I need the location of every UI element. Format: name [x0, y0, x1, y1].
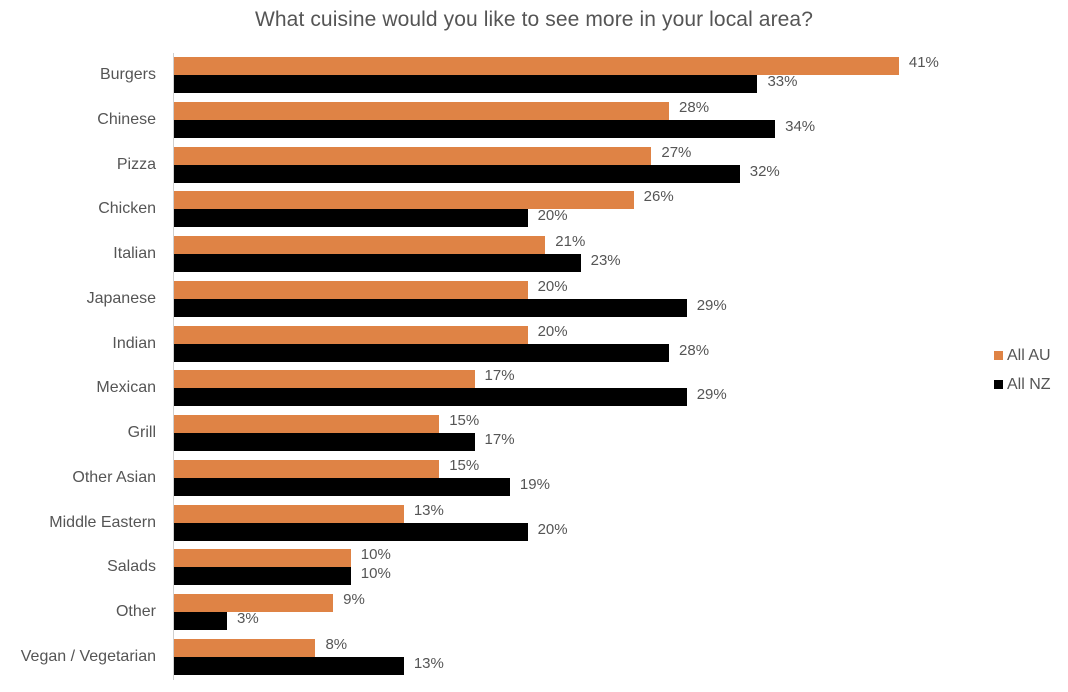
value-label-nz: 23%	[590, 252, 621, 269]
bar-all-nz[interactable]	[174, 522, 528, 541]
category-group: Indian 20% 28%	[0, 322, 1068, 363]
category-group: Chicken 26% 20%	[0, 188, 1068, 228]
value-label-au: 8%	[325, 635, 348, 653]
bar-all-nz[interactable]	[174, 164, 740, 183]
bar-all-au[interactable]	[174, 101, 670, 120]
value-label-au: 9%	[343, 591, 365, 608]
bar-all-nz[interactable]	[174, 209, 528, 228]
bar-all-nz[interactable]	[174, 388, 687, 407]
bar-all-au[interactable]	[174, 236, 546, 254]
bar-all-au[interactable]	[174, 415, 440, 433]
category-label: Salads	[107, 558, 156, 576]
category-group: Other 9% 3%	[0, 591, 1068, 631]
category-label: Grill	[127, 424, 156, 441]
bar-all-au[interactable]	[174, 504, 404, 523]
value-label-au: 26%	[643, 188, 674, 206]
bar-all-au[interactable]	[174, 459, 440, 478]
value-label-nz: 3%	[237, 610, 259, 627]
value-label-au: 21%	[555, 233, 586, 250]
category-group: Chinese 28% 34%	[0, 98, 1068, 139]
category-label: Pizza	[116, 155, 156, 173]
category-axis-line	[173, 53, 174, 680]
legend-swatch-nz	[994, 380, 1003, 389]
chart-title: What cuisine would you like to see more …	[254, 8, 813, 31]
category-group: Other Asian 15% 19%	[0, 456, 1068, 497]
value-label-au: 28%	[679, 98, 710, 116]
value-label-nz: 13%	[413, 654, 444, 672]
value-label-nz: 20%	[537, 207, 568, 225]
category-group: Grill 15% 17%	[0, 412, 1068, 452]
value-label-nz: 34%	[785, 117, 816, 135]
category-label: Burgers	[99, 66, 156, 83]
value-label-au: 15%	[449, 456, 480, 474]
bar-all-au[interactable]	[174, 370, 475, 389]
category-group: Mexican 17% 29%	[0, 367, 1068, 407]
value-label-nz: 19%	[519, 475, 550, 493]
bar-all-au[interactable]	[174, 280, 528, 299]
category-group: Vegan / Vegetarian 8% 13%	[0, 635, 1068, 676]
bar-all-nz[interactable]	[174, 75, 758, 93]
value-label-au: 10%	[360, 546, 391, 564]
value-label-au: 17%	[484, 367, 515, 385]
category-label: Middle Eastern	[49, 513, 156, 531]
bar-all-au[interactable]	[174, 191, 634, 210]
value-label-au: 15%	[449, 412, 480, 429]
bar-all-nz[interactable]	[174, 298, 687, 317]
value-label-nz: 20%	[537, 520, 568, 538]
category-group: Salads 10% 10%	[0, 546, 1068, 586]
value-label-au: 27%	[661, 143, 692, 161]
bar-all-au[interactable]	[174, 549, 351, 568]
bar-all-au[interactable]	[174, 325, 528, 344]
category-group: Italian 21% 23%	[0, 233, 1068, 273]
value-label-nz: 29%	[696, 386, 727, 404]
category-label: Mexican	[96, 379, 156, 397]
legend-label: All NZ	[1007, 375, 1051, 393]
bar-all-nz[interactable]	[174, 254, 581, 272]
bar-all-au[interactable]	[174, 638, 316, 657]
category-label: Indian	[112, 334, 156, 352]
category-group: Middle Eastern 13% 20%	[0, 501, 1068, 542]
bar-all-au[interactable]	[174, 146, 652, 165]
bar-all-nz[interactable]	[174, 477, 510, 496]
category-label: Japanese	[86, 289, 156, 307]
bar-all-au[interactable]	[174, 57, 899, 75]
value-label-nz: 32%	[749, 162, 780, 180]
category-label: Vegan / Vegetarian	[20, 647, 156, 665]
category-label: Other	[115, 603, 156, 620]
legend-item-all-nz[interactable]: All NZ	[994, 370, 1051, 399]
legend-swatch-au	[994, 351, 1003, 360]
legend-label: All AU	[1007, 346, 1051, 364]
bar-all-nz[interactable]	[174, 119, 776, 138]
bar-all-nz[interactable]	[174, 433, 475, 451]
value-label-nz: 28%	[679, 341, 710, 359]
category-label: Chinese	[97, 110, 156, 128]
legend-item-all-au[interactable]: All AU	[994, 341, 1051, 370]
category-group: Burgers 41% 33%	[0, 54, 1068, 94]
category-group: Pizza 27% 32%	[0, 143, 1068, 184]
value-label-au: 41%	[908, 54, 939, 71]
bar-all-nz[interactable]	[174, 343, 670, 362]
value-label-au: 13%	[413, 501, 444, 519]
bar-all-nz[interactable]	[174, 612, 228, 630]
category-label: Chicken	[98, 200, 156, 218]
value-label-nz: 17%	[484, 431, 515, 448]
bar-all-nz[interactable]	[174, 656, 404, 675]
legend: All AU All NZ	[994, 341, 1051, 399]
value-label-au: 20%	[537, 277, 568, 295]
value-label-nz: 33%	[767, 73, 798, 90]
value-label-au: 20%	[537, 322, 568, 340]
category-label: Italian	[113, 245, 156, 262]
value-label-nz: 10%	[360, 565, 391, 583]
category-label: Other Asian	[72, 468, 156, 486]
value-label-nz: 29%	[696, 296, 727, 314]
category-group: Japanese 20% 29%	[0, 277, 1068, 318]
bar-all-au[interactable]	[174, 594, 334, 612]
bar-all-nz[interactable]	[174, 567, 351, 586]
